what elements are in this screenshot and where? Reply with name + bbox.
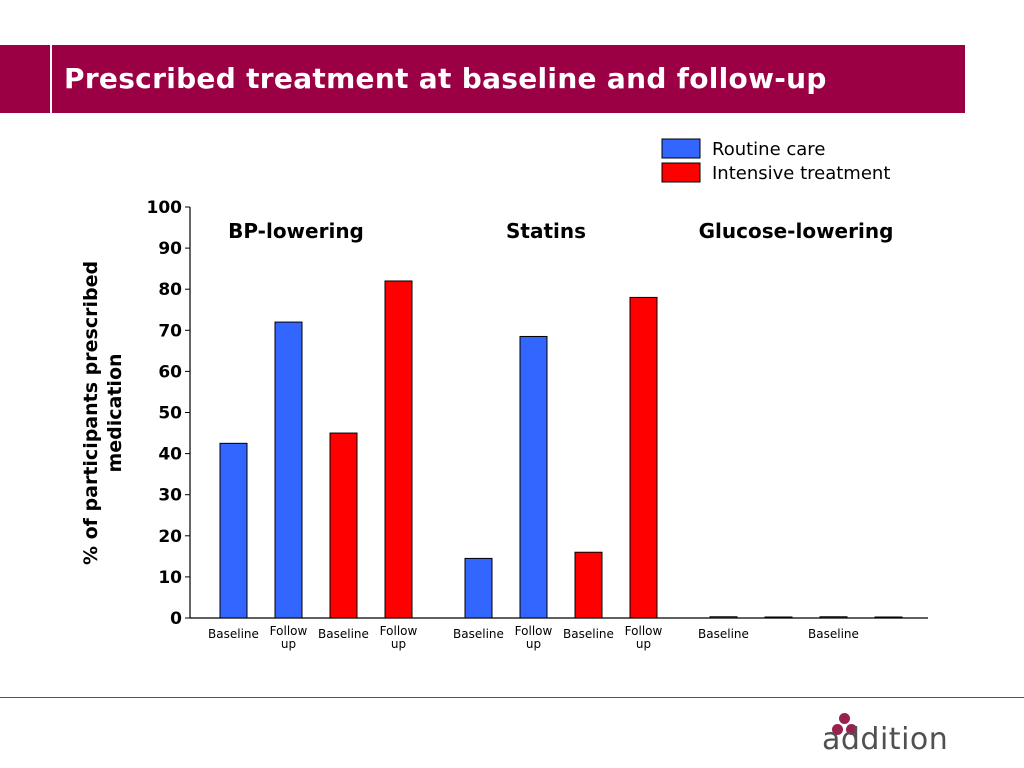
bar-label: Baseline xyxy=(698,627,749,641)
bar xyxy=(629,296,658,619)
bar-label-line: up xyxy=(636,637,651,651)
legend-swatch xyxy=(661,138,701,159)
y-tick-label: 50 xyxy=(158,404,182,424)
bar xyxy=(219,442,248,619)
group-label: BP-lowering xyxy=(228,219,364,243)
y-axis-label: % of participants prescribed medication xyxy=(80,261,126,565)
logo-text: addition xyxy=(822,722,949,757)
legend-swatch xyxy=(661,162,701,183)
bar-label-line: Follow xyxy=(625,624,663,638)
y-tick-label: 10 xyxy=(158,568,182,588)
page-title: Prescribed treatment at baseline and fol… xyxy=(64,62,827,95)
bar-label-line: Follow xyxy=(515,624,553,638)
logo-dot-left xyxy=(832,724,843,735)
bar xyxy=(764,616,793,619)
y-tick-label: 70 xyxy=(158,321,182,341)
y-tick-label: 30 xyxy=(158,486,182,506)
title-bar-end-cap xyxy=(957,45,965,113)
bar-label: Baseline xyxy=(563,627,614,641)
bar-chart: 0 10 20 30 40 50 60 70 80 90 100 % of participants … xyxy=(80,138,928,651)
y-tick-label: 60 xyxy=(158,362,182,382)
title-bar xyxy=(0,45,965,113)
bar-label: Baseline xyxy=(208,627,259,641)
bar-label: Follow up xyxy=(270,624,308,651)
bar-label: Follow up xyxy=(380,624,418,651)
y-tick-label: 0 xyxy=(170,609,182,629)
bar-label: Follow up xyxy=(625,624,663,651)
y-tick-label: 100 xyxy=(147,198,183,218)
bar-label: Baseline xyxy=(453,627,504,641)
title-bar-stub xyxy=(0,45,52,113)
y-axis-label-line-2: medication xyxy=(104,353,126,472)
bar-label: Baseline xyxy=(808,627,859,641)
y-tick-label: 40 xyxy=(158,445,182,465)
group-label: Glucose-lowering xyxy=(699,219,894,243)
bar-label: Baseline xyxy=(318,627,369,641)
bar xyxy=(464,557,493,619)
bar-label-line: Follow xyxy=(380,624,418,638)
bar-label-line: up xyxy=(526,637,541,651)
bar xyxy=(384,280,413,619)
logo-dot-right xyxy=(846,724,857,735)
y-tick-label: 80 xyxy=(158,280,182,300)
bar xyxy=(274,321,303,619)
bar-label-line: up xyxy=(391,637,406,651)
bar-label-line: up xyxy=(281,637,296,651)
legend-label: Intensive treatment xyxy=(712,163,890,184)
y-tick-label: 90 xyxy=(158,239,182,259)
logo-dot-top xyxy=(839,713,850,724)
y-tick-label: 20 xyxy=(158,527,182,547)
legend-label: Routine care xyxy=(712,139,825,160)
bar xyxy=(819,616,848,619)
bar xyxy=(329,432,358,619)
bar xyxy=(519,335,548,619)
group-label: Statins xyxy=(506,219,586,243)
bar-label-line: Follow xyxy=(270,624,308,638)
bar xyxy=(874,616,903,619)
bar xyxy=(574,551,603,619)
bar xyxy=(709,616,738,619)
footer-divider xyxy=(0,697,1024,698)
bar-label: Follow up xyxy=(515,624,553,651)
y-axis-label-line-1: % of participants prescribed xyxy=(80,261,102,565)
